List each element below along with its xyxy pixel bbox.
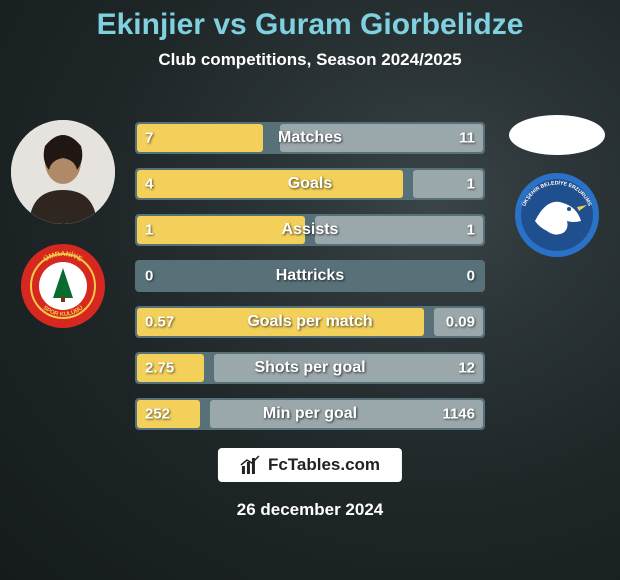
- stat-row: 711Matches: [135, 122, 485, 154]
- brand-text: FcTables.com: [268, 455, 380, 475]
- stat-row: 2521146Min per goal: [135, 398, 485, 430]
- stat-label: Goals per match: [135, 313, 485, 331]
- player-left-photo: [11, 120, 115, 224]
- subtitle: Club competitions, Season 2024/2025: [0, 50, 620, 70]
- stat-label: Assists: [135, 221, 485, 239]
- stat-label: Min per goal: [135, 405, 485, 423]
- brand-box: FcTables.com: [218, 448, 402, 482]
- stat-row: 00Hattricks: [135, 260, 485, 292]
- stats-container: 711Matches 41Goals 11Assists 00Hattricks 0.5…: [135, 122, 485, 430]
- erzurumspor-badge-icon: BÜYÜKŞEHİR BELEDİYE ERZURUMSPOR: [515, 173, 599, 257]
- stat-row: 11Assists: [135, 214, 485, 246]
- stat-label: Matches: [135, 129, 485, 147]
- umraniye-badge-icon: ÜMRANİYE SPOR KULÜBÜ: [21, 244, 105, 328]
- person-silhouette-icon: [11, 120, 115, 224]
- club-right-badge: BÜYÜKŞEHİR BELEDİYE ERZURUMSPOR: [515, 173, 599, 257]
- stat-label: Goals: [135, 175, 485, 193]
- player-right-placeholder: [509, 115, 605, 155]
- bar-chart-icon: [240, 454, 262, 476]
- date-text: 26 december 2024: [0, 500, 620, 520]
- right-column: BÜYÜKŞEHİR BELEDİYE ERZURUMSPOR: [502, 115, 612, 257]
- stat-row: 41Goals: [135, 168, 485, 200]
- club-left-badge: ÜMRANİYE SPOR KULÜBÜ: [21, 244, 105, 328]
- stat-label: Shots per goal: [135, 359, 485, 377]
- stat-label: Hattricks: [135, 267, 485, 285]
- stat-row: 2.7512Shots per goal: [135, 352, 485, 384]
- stat-row: 0.570.09Goals per match: [135, 306, 485, 338]
- page-title: Ekinjier vs Guram Giorbelidze: [0, 0, 620, 42]
- left-column: ÜMRANİYE SPOR KULÜBÜ: [8, 120, 118, 328]
